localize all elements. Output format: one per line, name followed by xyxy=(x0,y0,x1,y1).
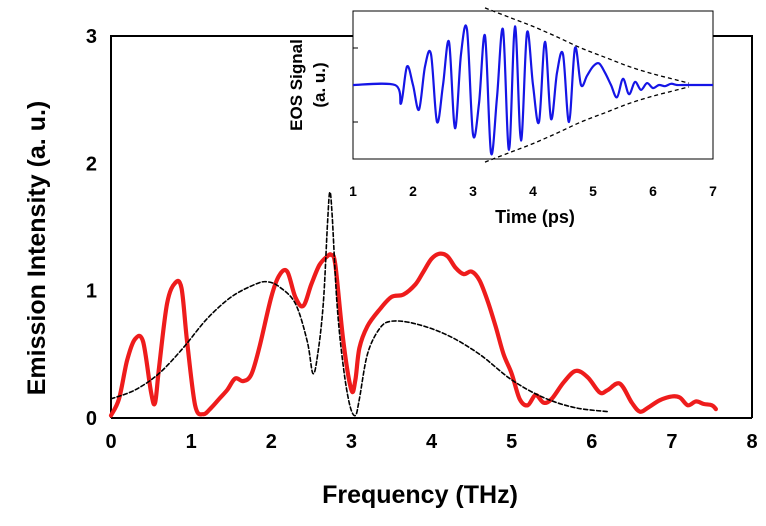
main-x-tick-label: 1 xyxy=(186,431,197,453)
main-x-axis-label: Frequency (THz) xyxy=(322,481,518,509)
main-x-tick-label: 8 xyxy=(746,431,757,453)
inset-y-axis-label-line2: (a. u.) xyxy=(310,62,329,107)
main-y-axis-label: Emission Intensity (a. u.) xyxy=(23,101,51,396)
inset-x-tick-label: 5 xyxy=(589,183,597,199)
main-x-tick-label: 6 xyxy=(586,431,597,453)
main-x-tick-label: 2 xyxy=(266,431,277,453)
inset-x-tick-label: 2 xyxy=(409,183,417,199)
inset-signal-line xyxy=(352,24,713,156)
main-series-reference-line xyxy=(110,191,609,417)
inset-envelope-lower-line xyxy=(484,86,690,163)
inset-series-group xyxy=(352,7,713,163)
inset-x-tick-label: 1 xyxy=(349,183,357,199)
main-y-tick-label: 2 xyxy=(86,153,97,175)
inset-x-axis-label: Time (ps) xyxy=(495,207,575,227)
inset-envelope-upper-line xyxy=(484,7,690,84)
inset-x-tick-label: 7 xyxy=(709,183,717,199)
inset-x-tick-label: 4 xyxy=(529,183,537,199)
main-x-tick-label: 7 xyxy=(666,431,677,453)
main-x-tick-label: 5 xyxy=(506,431,517,453)
inset-x-tick-label: 6 xyxy=(649,183,657,199)
main-x-tick-label: 3 xyxy=(346,431,357,453)
inset-x-tick-label: 3 xyxy=(469,183,477,199)
main-series-measured-line xyxy=(108,251,718,418)
main-series-group xyxy=(108,191,718,418)
main-x-tick-label: 4 xyxy=(426,431,438,453)
main-x-tick-label: 0 xyxy=(105,431,116,453)
main-tick-labels: 0 1 2 3 4 5 6 7 8 0 1 2 3 xyxy=(86,26,758,453)
main-y-tick-label: 3 xyxy=(86,26,97,48)
main-y-tick-label: 0 xyxy=(86,408,97,430)
main-y-tick-label: 1 xyxy=(86,281,97,303)
inset-y-axis-label-line1: EOS Signal xyxy=(287,39,306,131)
